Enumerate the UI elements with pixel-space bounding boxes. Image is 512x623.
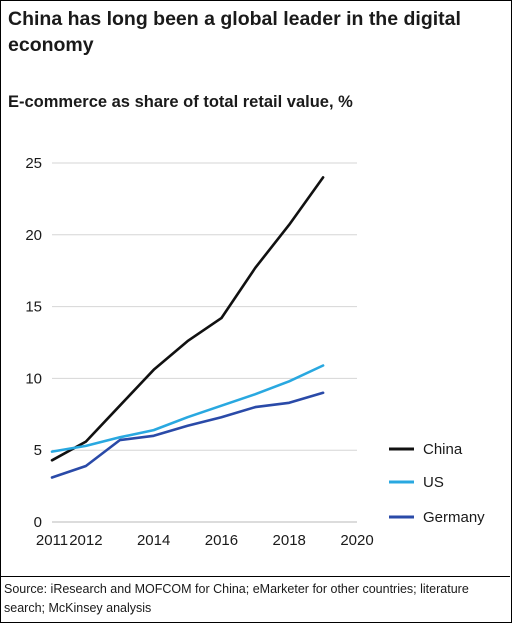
legend-label: Germany bbox=[423, 509, 485, 526]
gridlines bbox=[52, 162, 357, 523]
y-tick-label: 15 bbox=[25, 299, 42, 316]
y-axis-ticks: 0 5 10 15 20 25 bbox=[25, 155, 42, 531]
x-tick-label: 2014 bbox=[137, 532, 170, 549]
x-tick-label: 2018 bbox=[273, 532, 306, 549]
series-line-germany bbox=[50, 391, 325, 479]
legend-label: US bbox=[423, 474, 444, 491]
x-axis-ticks: 2011 2012 2014 2016 2018 2020 bbox=[36, 532, 374, 549]
legend: China US Germany bbox=[389, 441, 485, 526]
x-tick-label: 2020 bbox=[340, 532, 373, 549]
x-tick-label: 2012 bbox=[69, 532, 102, 549]
x-tick-label: 2011 bbox=[36, 532, 68, 549]
legend-label: China bbox=[423, 441, 463, 458]
x-tick-label: 2016 bbox=[205, 532, 238, 549]
y-tick-label: 25 bbox=[25, 155, 42, 172]
series-lines bbox=[50, 176, 325, 479]
series-line-us bbox=[50, 364, 325, 453]
y-tick-label: 20 bbox=[25, 227, 42, 244]
source-note: Source: iResearch and MOFCOM for China; … bbox=[0, 576, 510, 622]
chart-title: China has long been a global leader in t… bbox=[8, 8, 461, 56]
series-line-china bbox=[50, 176, 325, 462]
chart-subtitle: E-commerce as share of total retail valu… bbox=[8, 93, 353, 111]
y-tick-label: 5 bbox=[34, 442, 42, 459]
y-tick-label: 10 bbox=[25, 370, 42, 387]
y-tick-label: 0 bbox=[34, 514, 42, 531]
